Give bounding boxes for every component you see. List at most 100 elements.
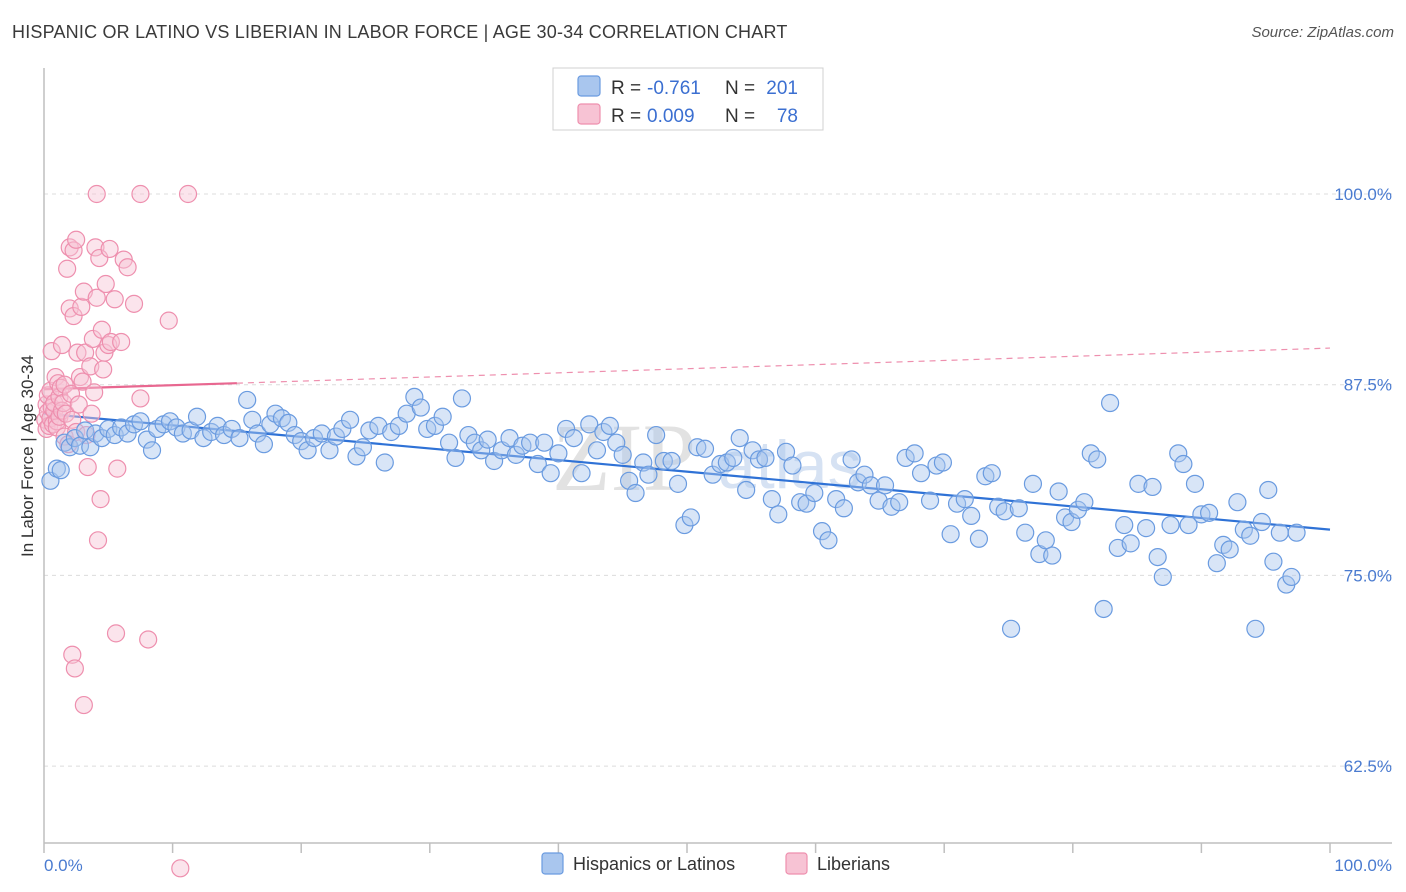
hispanics-point-176 [1220,540,1239,559]
liberians-point-15 [47,418,66,437]
hispanics-point-165 [1148,547,1167,567]
hispanics-point-97 [681,508,700,527]
hispanics-point-123 [861,476,880,495]
hispanics-point-81 [572,464,591,483]
bottom-legend-label-liberians: Liberians [817,854,890,874]
liberians-point-77 [178,184,198,204]
hispanics-point-168 [1169,444,1188,463]
hispanics-point-48 [340,410,360,429]
hispanics-point-85 [600,416,619,435]
liberians-point-51 [85,383,104,402]
hispanics-point-108 [756,448,775,468]
trend-lines [43,347,1331,531]
hispanics-point-177 [1228,493,1247,512]
legend-r-value-1: -0.761 [647,78,701,99]
liberians-point-39 [69,395,88,414]
hispanics-point-68 [478,430,497,449]
hispanics-point-162 [1129,474,1148,493]
hispanics-point-35 [254,435,274,454]
hispanics-point-112 [783,456,802,475]
liberians-point-76 [131,184,150,204]
liberians-point-8 [42,342,61,361]
hispanics-point-49 [347,447,366,466]
hispanics-point-103 [724,448,743,468]
hispanics-point-160 [1115,515,1134,535]
hispanics-point-158 [1100,393,1120,413]
liberians-point-62 [100,239,119,259]
legend-swatch-hispanics [577,75,601,97]
legend-r-label-2: R = [611,106,641,127]
hispanics-point-131 [920,491,940,510]
hispanics-point-169 [1174,454,1193,474]
bottom-legend-swatch-hispanics [541,852,564,875]
hispanics-point-99 [695,439,715,458]
liberians-point-60 [96,274,115,294]
hispanics-point-44 [312,424,331,443]
hispanics-point-31 [230,428,249,448]
hispanics-point-170 [1179,515,1198,535]
hispanics-point-181 [1252,512,1271,532]
hispanics-point-120 [842,450,861,469]
chart-title: HISPANIC OR LATINO VS LIBERIAN IN LABOR … [12,22,788,42]
hispanics-point-142 [995,502,1014,521]
hispanics-point-171 [1185,474,1205,493]
x-tick-label-100: 100.0% [1334,856,1392,875]
liberians-point-34 [64,241,83,260]
hispanics-point-87 [613,445,632,464]
series-legend: Hispanics or Latinos Liberians [541,852,890,875]
hispanics-point-7 [76,421,95,440]
hispanics-point-164 [1143,477,1162,497]
hispanics-point-65 [459,425,478,445]
bottom-legend-label-hispanics: Hispanics or Latinos [573,854,735,874]
liberians-point-64 [105,290,124,309]
hispanics-point-30 [222,419,241,439]
hispanics-point-36 [261,415,280,434]
hispanics-point-143 [1001,619,1021,638]
hispanics-point-63 [446,448,465,468]
hispanics-point-182 [1259,480,1278,500]
hispanics-point-138 [969,529,989,548]
hispanics-point-76 [535,433,554,452]
hispanics-point-2 [51,461,70,480]
hispanics-point-25 [187,407,207,426]
hispanics-point-110 [769,505,788,524]
liberians-point-69 [118,258,137,277]
hispanics-point-74 [521,433,540,452]
hispanics-point-166 [1153,567,1172,587]
hispanics-point-51 [360,421,379,440]
hispanics-point-89 [626,483,645,503]
hispanics-point-129 [905,444,924,463]
liberians-point-42 [73,372,92,391]
hispanics-point-130 [911,464,931,483]
hispanics-point-79 [557,419,576,439]
hispanics-points [41,387,1306,638]
hispanics-point-180 [1246,619,1265,638]
hispanics-point-167 [1161,515,1180,535]
liberians-point-75 [87,184,106,204]
hispanics-point-16 [131,412,150,431]
hispanics-point-62 [439,433,459,452]
hispanics-point-173 [1200,503,1219,522]
hispanics-point-186 [1282,567,1301,587]
liberians-point-35 [65,659,84,678]
legend-swatch-liberians [577,103,601,125]
hispanics-point-133 [933,453,953,472]
hispanics-point-47 [333,419,352,439]
hispanics-point-72 [506,445,526,464]
legend-n-label-1: N = [725,78,755,99]
hispanics-point-149 [1043,546,1062,565]
liberians-points [36,184,198,878]
hispanics-point-78 [549,444,568,463]
hispanics-point-32 [238,390,257,410]
liberians-point-41 [72,297,91,316]
hispanics-point-163 [1137,519,1156,538]
trend-line-liberians-extension [236,347,1331,384]
liberians-point-58 [94,360,113,379]
hispanics-point-115 [805,483,824,503]
hispanics-point-92 [647,425,666,445]
liberians-point-73 [159,311,178,330]
liberians-point-32 [63,645,82,664]
liberians-point-36 [67,230,86,249]
